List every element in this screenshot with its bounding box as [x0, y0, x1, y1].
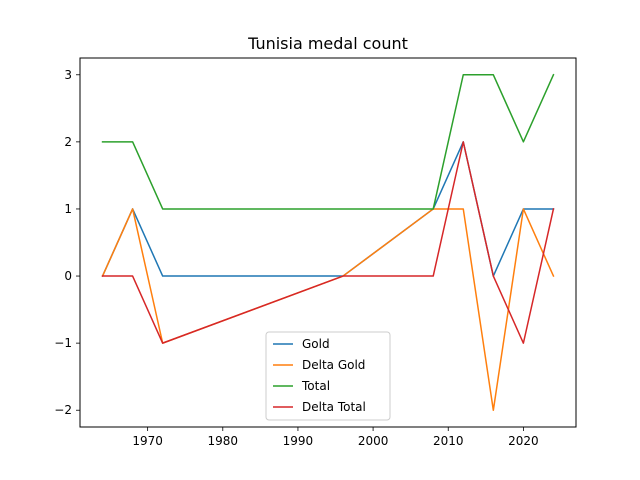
y-tick-label-4: 2 — [64, 135, 72, 149]
series-layer — [101, 73, 555, 411]
y-tick-label-2: 0 — [64, 269, 72, 283]
chart-title: Tunisia medal count — [247, 34, 408, 53]
series-line-2 — [101, 73, 555, 210]
x-axis: 1970 1980 1990 2000 2010 2020 — [132, 427, 539, 448]
legend-frame — [265, 331, 391, 421]
x-tick-label-3: 2000 — [358, 434, 389, 448]
legend-label-3: Delta Total — [302, 400, 366, 414]
y-tick-label-1: −1 — [54, 336, 72, 350]
legend: Gold Delta Gold Total Delta Total — [265, 331, 391, 421]
y-tick-label-5: 3 — [64, 68, 72, 82]
series-line-3 — [101, 141, 555, 344]
legend-label-2: Total — [301, 379, 330, 393]
x-tick-label-4: 2010 — [433, 434, 464, 448]
x-tick-label-2: 1990 — [283, 434, 314, 448]
y-tick-label-3: 1 — [64, 202, 72, 216]
x-tick-label-1: 1980 — [208, 434, 239, 448]
y-tick-label-0: −2 — [54, 403, 72, 417]
x-tick-label-0: 1970 — [132, 434, 163, 448]
y-axis: −2 −1 0 1 2 3 — [54, 68, 80, 417]
legend-label-1: Delta Gold — [302, 358, 365, 372]
legend-label-0: Gold — [302, 337, 330, 351]
x-tick-label-5: 2020 — [508, 434, 539, 448]
plot-frame — [79, 57, 577, 428]
